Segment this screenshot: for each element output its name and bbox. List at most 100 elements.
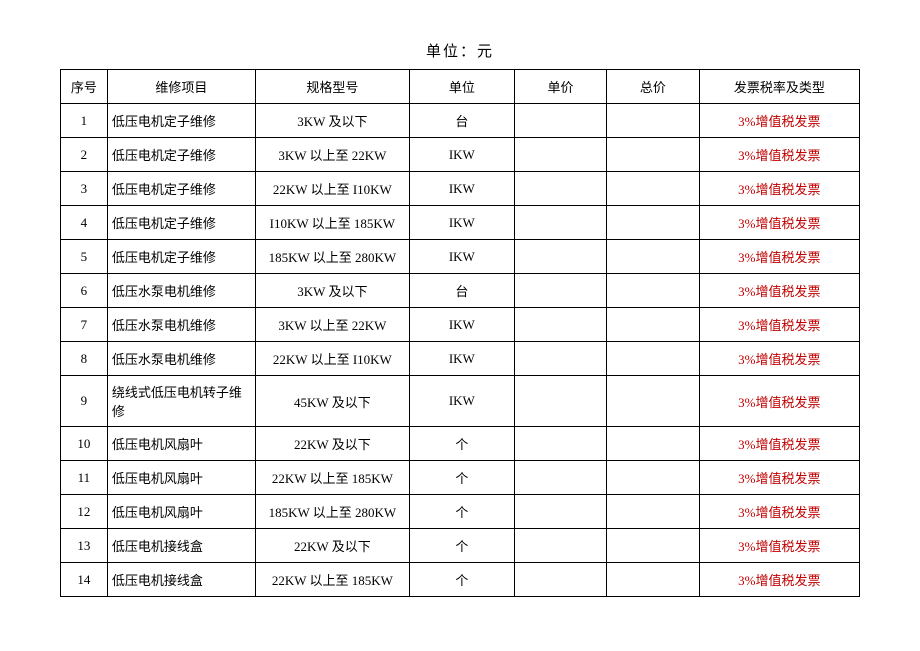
cell-price [514,308,606,342]
cell-tax: 3%增值税发票 [699,206,859,240]
table-row: 14低压电机接线盒22KW 以上至 185KW个 3%增值税发票 [61,563,860,597]
cell-seq: 3 [61,172,108,206]
cell-seq: 4 [61,206,108,240]
cell-tax: 3%增值税发票 [699,427,859,461]
cell-seq: 7 [61,308,108,342]
cell-item: 低压电机定子维修 [107,172,255,206]
cell-seq: 2 [61,138,108,172]
cell-spec: 3KW 及以下 [255,104,409,138]
cell-tax: 3%增值税发票 [699,342,859,376]
cell-unit: IKW [409,376,514,427]
header-unit: 单位 [409,70,514,104]
cell-price [514,461,606,495]
cell-total [607,427,699,461]
table-row: 12低压电机风扇叶185KW 以上至 280KW个3%增值税发票 [61,495,860,529]
cell-seq: 5 [61,240,108,274]
cell-price [514,427,606,461]
repair-price-table: 序号 维修项目 规格型号 单位 单价 总价 发票税率及类型 1低压电机定子维修3… [60,69,860,597]
table-row: 3低压电机定子维修22KW 以上至 I10KWIKW 3%增值税发票 [61,172,860,206]
table-row: 4低压电机定子维修I10KW 以上至 185KWIKW3%增值税发票 [61,206,860,240]
header-price: 单价 [514,70,606,104]
cell-tax: 3%增值税发票 [699,138,859,172]
cell-tax: 3%增值税发票 [699,308,859,342]
header-tax: 发票税率及类型 [699,70,859,104]
cell-unit: 台 [409,104,514,138]
cell-item: 低压电机定子维修 [107,240,255,274]
cell-item: 低压电机接线盒 [107,563,255,597]
cell-price [514,529,606,563]
cell-total [607,104,699,138]
cell-price [514,206,606,240]
table-row: 6低压水泵电机维修3KW 及以下台3%增值税发票 [61,274,860,308]
cell-spec: 3KW 以上至 22KW [255,138,409,172]
cell-spec: 22KW 及以下 [255,427,409,461]
table-row: 2低压电机定子维修3KW 以上至 22KWIKW3%增值税发票 [61,138,860,172]
table-body: 1低压电机定子维修3KW 及以下台3%增值税发票2低压电机定子维修3KW 以上至… [61,104,860,597]
table-row: 11低压电机风扇叶22KW 以上至 185KW个 3%增值税发票 [61,461,860,495]
cell-price [514,240,606,274]
cell-unit: IKW [409,308,514,342]
header-total: 总价 [607,70,699,104]
table-row: 13低压电机接线盒22KW 及以下个 3%增值税发票 [61,529,860,563]
cell-seq: 13 [61,529,108,563]
table-row: 5低压电机定子维修185KW 以上至 280KWIKW3%增值税发票 [61,240,860,274]
cell-price [514,172,606,206]
cell-price [514,376,606,427]
cell-tax: 3%增值税发票 [699,274,859,308]
header-seq: 序号 [61,70,108,104]
cell-spec: 22KW 以上至 I10KW [255,342,409,376]
cell-price [514,104,606,138]
cell-spec: 3KW 及以下 [255,274,409,308]
cell-item: 低压电机风扇叶 [107,427,255,461]
cell-item: 低压水泵电机维修 [107,308,255,342]
cell-spec: 185KW 以上至 280KW [255,495,409,529]
cell-price [514,342,606,376]
cell-seq: 10 [61,427,108,461]
cell-item: 绕线式低压电机转子维修 [107,376,255,427]
cell-tax: 3%增值税发票 [699,172,859,206]
cell-seq: 9 [61,376,108,427]
cell-total [607,138,699,172]
cell-total [607,563,699,597]
cell-seq: 6 [61,274,108,308]
cell-unit: 个 [409,563,514,597]
cell-unit: IKW [409,138,514,172]
cell-total [607,206,699,240]
table-row: 7低压水泵电机维修3KW 以上至 22KWIKW 3%增值税发票 [61,308,860,342]
cell-tax: 3%增值税发票 [699,495,859,529]
cell-price [514,274,606,308]
table-row: 9绕线式低压电机转子维修45KW 及以下IKW 3%增值税发票 [61,376,860,427]
cell-total [607,495,699,529]
cell-unit: IKW [409,172,514,206]
table-row: 10低压电机风扇叶22KW 及以下个3%增值税发票 [61,427,860,461]
header-spec: 规格型号 [255,70,409,104]
cell-tax: 3%增值税发票 [699,563,859,597]
cell-spec: 22KW 及以下 [255,529,409,563]
cell-spec: I10KW 以上至 185KW [255,206,409,240]
cell-spec: 3KW 以上至 22KW [255,308,409,342]
cell-seq: 14 [61,563,108,597]
cell-seq: 11 [61,461,108,495]
table-title: 单位：元 [60,40,860,61]
header-item: 维修项目 [107,70,255,104]
cell-tax: 3%增值税发票 [699,104,859,138]
cell-spec: 22KW 以上至 I10KW [255,172,409,206]
cell-tax: 3%增值税发票 [699,461,859,495]
cell-total [607,308,699,342]
cell-item: 低压电机接线盒 [107,529,255,563]
cell-total [607,376,699,427]
cell-spec: 22KW 以上至 185KW [255,563,409,597]
cell-total [607,172,699,206]
cell-tax: 3%增值税发票 [699,529,859,563]
cell-tax: 3%增值税发票 [699,376,859,427]
cell-item: 低压水泵电机维修 [107,342,255,376]
cell-total [607,240,699,274]
cell-item: 低压电机风扇叶 [107,461,255,495]
cell-total [607,274,699,308]
cell-unit: 个 [409,461,514,495]
cell-spec: 22KW 以上至 185KW [255,461,409,495]
cell-spec: 45KW 及以下 [255,376,409,427]
cell-total [607,461,699,495]
cell-price [514,495,606,529]
cell-unit: 个 [409,529,514,563]
